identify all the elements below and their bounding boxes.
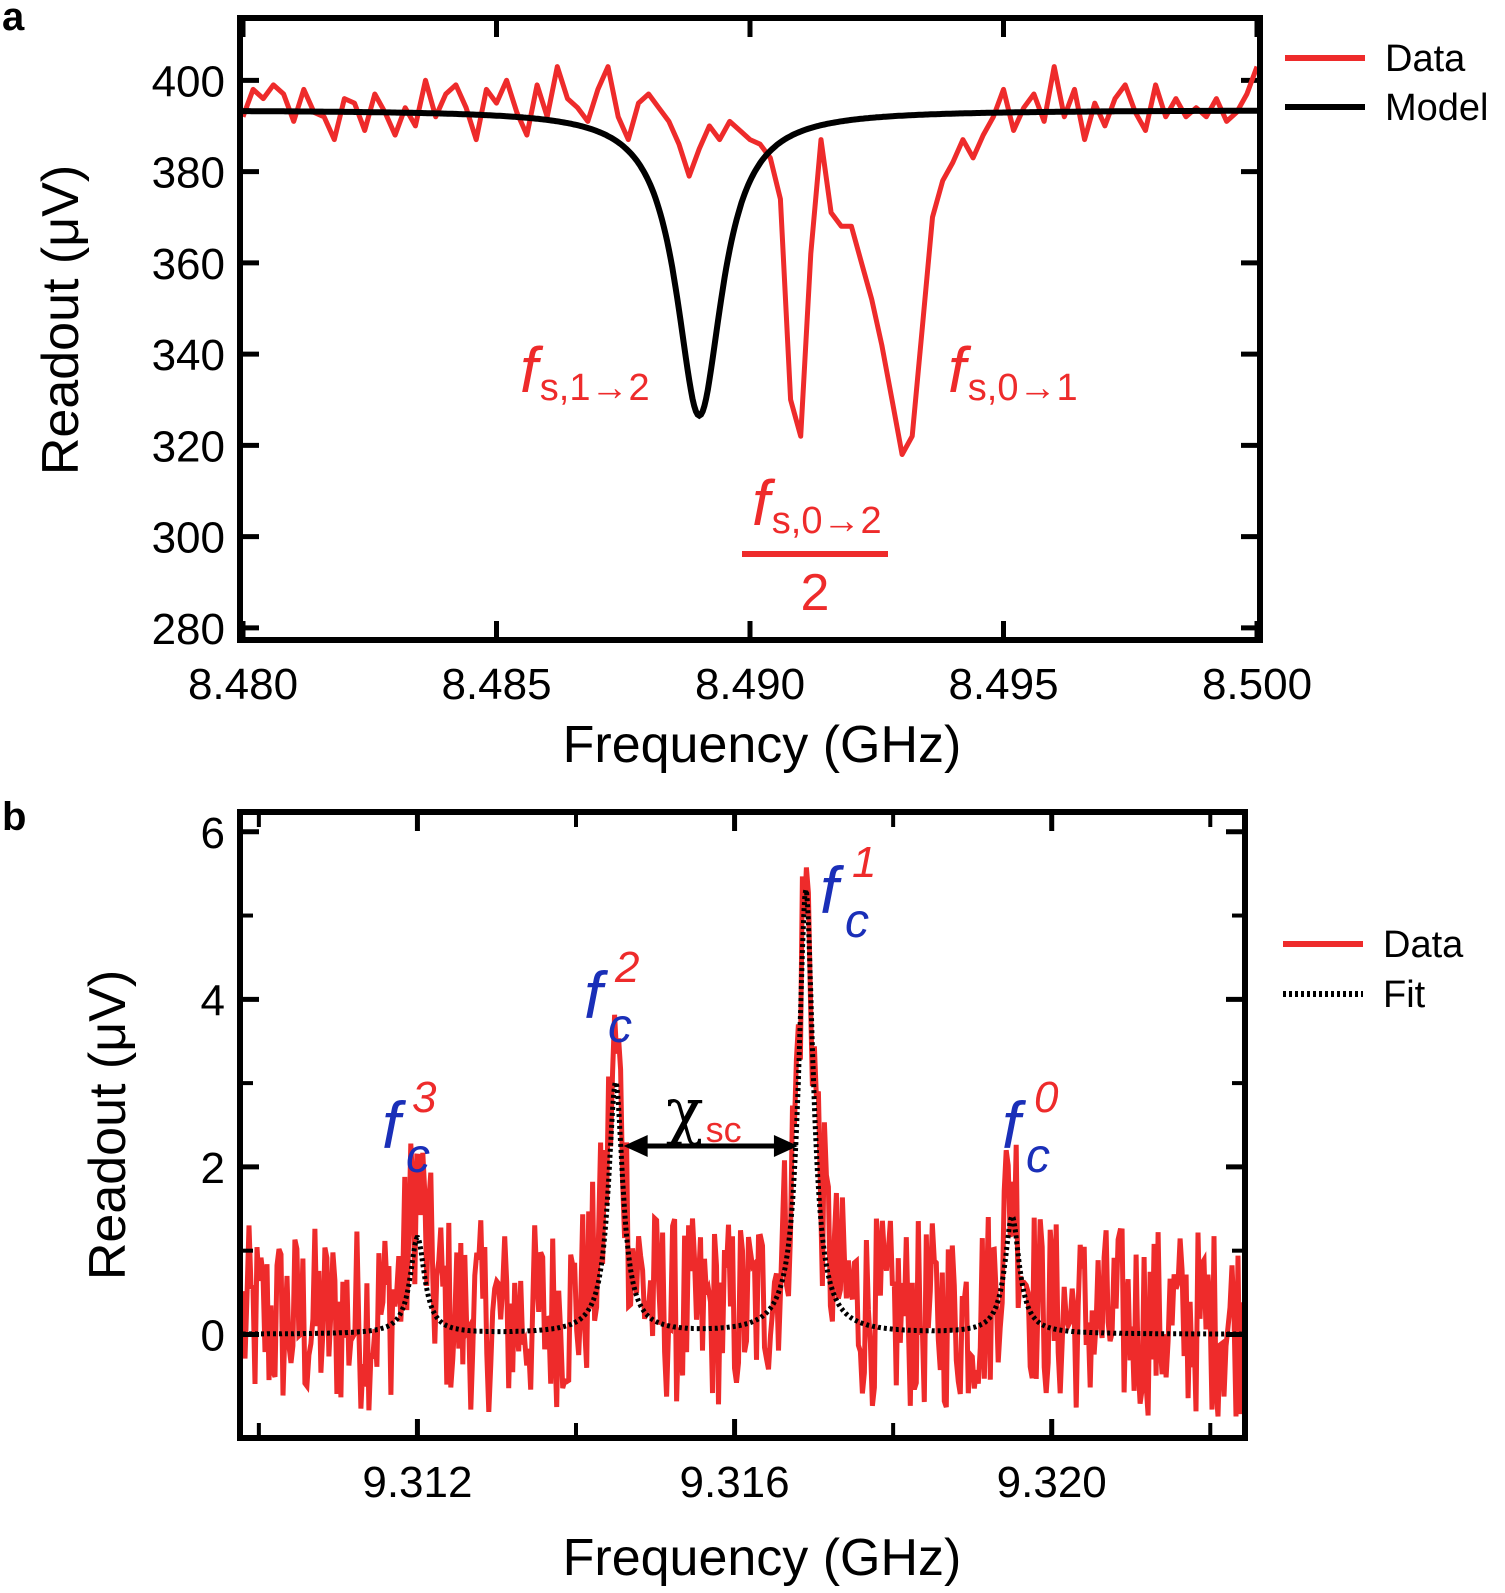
panel-a-x-axis-label: Frequency (GHz) <box>563 716 962 774</box>
panel-b-frame <box>237 809 1248 1441</box>
svg-text:f: f <box>584 958 609 1032</box>
panel-a-x-tick-label: 8.490 <box>695 660 805 709</box>
panel-b-y-tick-label: 2 <box>201 1144 225 1193</box>
panel-b-data-line <box>243 867 1242 1417</box>
panel-a-data-line <box>240 64 1260 457</box>
panel-b-y-tick-label: 6 <box>201 809 225 858</box>
panel-a-annotation-f-s12: fs,1→2 <box>520 334 650 409</box>
panel-b-letter: b <box>2 795 26 839</box>
panel-b-legend-label-data: Data <box>1383 924 1464 966</box>
panel-a-plot-area <box>240 64 1260 457</box>
panel-b-annotation-chi: χsc <box>666 1074 742 1150</box>
panel-a-x-tick-label: 8.480 <box>188 660 298 709</box>
chi-arrow-head-left <box>623 1134 648 1157</box>
panel-a-annotation-f-s02-numerator: fs,0→2 <box>752 467 882 542</box>
panel-b-chi-arrow <box>623 1134 798 1157</box>
panel-a-x-tick-label: 8.500 <box>1202 660 1312 709</box>
panel-b-x-axis-label: Frequency (GHz) <box>563 1529 962 1587</box>
panel-b-y-tick-label: 0 <box>201 1311 225 1360</box>
svg-text:f: f <box>1002 1088 1027 1162</box>
panel-b-series-group <box>243 867 1242 1417</box>
panel-a-frame <box>237 15 1263 643</box>
panel-a-y-tick-label: 400 <box>152 57 225 106</box>
chi-arrow-head-right <box>773 1134 798 1157</box>
panel-a: a 280 300 320 340 360 380 400 8.480 8.485 8.490 8.… <box>2 0 1489 774</box>
panel-b-plot-area <box>243 867 1242 1417</box>
svg-text:1: 1 <box>852 838 876 887</box>
panel-a-model-line <box>243 107 1257 420</box>
panel-a-y-tick-label: 360 <box>152 240 225 289</box>
panel-b-x-tick-label: 9.316 <box>680 1458 790 1507</box>
panel-a-x-tick-label: 8.485 <box>441 660 551 709</box>
panel-a-y-tick-label: 340 <box>152 331 225 380</box>
svg-text:0: 0 <box>1034 1073 1059 1122</box>
panel-b-annotation-fc2: f c 2 <box>584 943 639 1053</box>
svg-text:c: c <box>845 895 869 948</box>
panel-a-y-tick-label: 380 <box>152 149 225 198</box>
panel-a-annotation-f-s01: fs,0→1 <box>948 334 1078 409</box>
svg-text:c: c <box>1026 1130 1050 1183</box>
svg-text:f: f <box>820 853 845 927</box>
panel-b-legend-label-fit: Fit <box>1383 974 1426 1016</box>
panel-a-letter: a <box>2 0 25 39</box>
panel-b-y-tick-label: 4 <box>201 976 225 1025</box>
panel-a-y-tick-label: 300 <box>152 514 225 563</box>
panel-a-y-axis-label: Readout (μV) <box>32 165 90 475</box>
panel-a-y-tick-label: 280 <box>152 605 225 654</box>
panel-a-fraction-denominator: 2 <box>801 564 830 622</box>
svg-text:2: 2 <box>614 943 639 992</box>
svg-text:c: c <box>406 1130 430 1183</box>
svg-text:c: c <box>608 1000 632 1053</box>
svg-text:f: f <box>382 1088 407 1162</box>
svg-text:3: 3 <box>412 1073 437 1122</box>
panel-a-ticks: 280 300 320 340 360 380 400 8.480 8.485 8.490 8.49… <box>152 18 1312 709</box>
panel-a-legend-label-data: Data <box>1385 38 1466 80</box>
panel-b: b 0 2 4 6 9.312 9.316 9.320 Frequency (GHz) Re… <box>2 795 1464 1587</box>
panel-b-x-tick-label: 9.320 <box>997 1458 1107 1507</box>
panel-b-y-axis-label: Readout (μV) <box>79 970 137 1280</box>
panel-b-x-tick-label: 9.312 <box>362 1458 472 1507</box>
panel-a-legend-label-model: Model <box>1385 87 1489 129</box>
panel-b-annotation-fc1: f c 1 <box>820 838 876 948</box>
panel-a-x-tick-label: 8.495 <box>948 660 1058 709</box>
panel-a-y-tick-label: 320 <box>152 422 225 471</box>
panel-b-ticks: 0 2 4 6 9.312 9.316 9.320 <box>201 809 1245 1507</box>
panel-b-annotation-fc3: f c 3 <box>382 1073 437 1183</box>
